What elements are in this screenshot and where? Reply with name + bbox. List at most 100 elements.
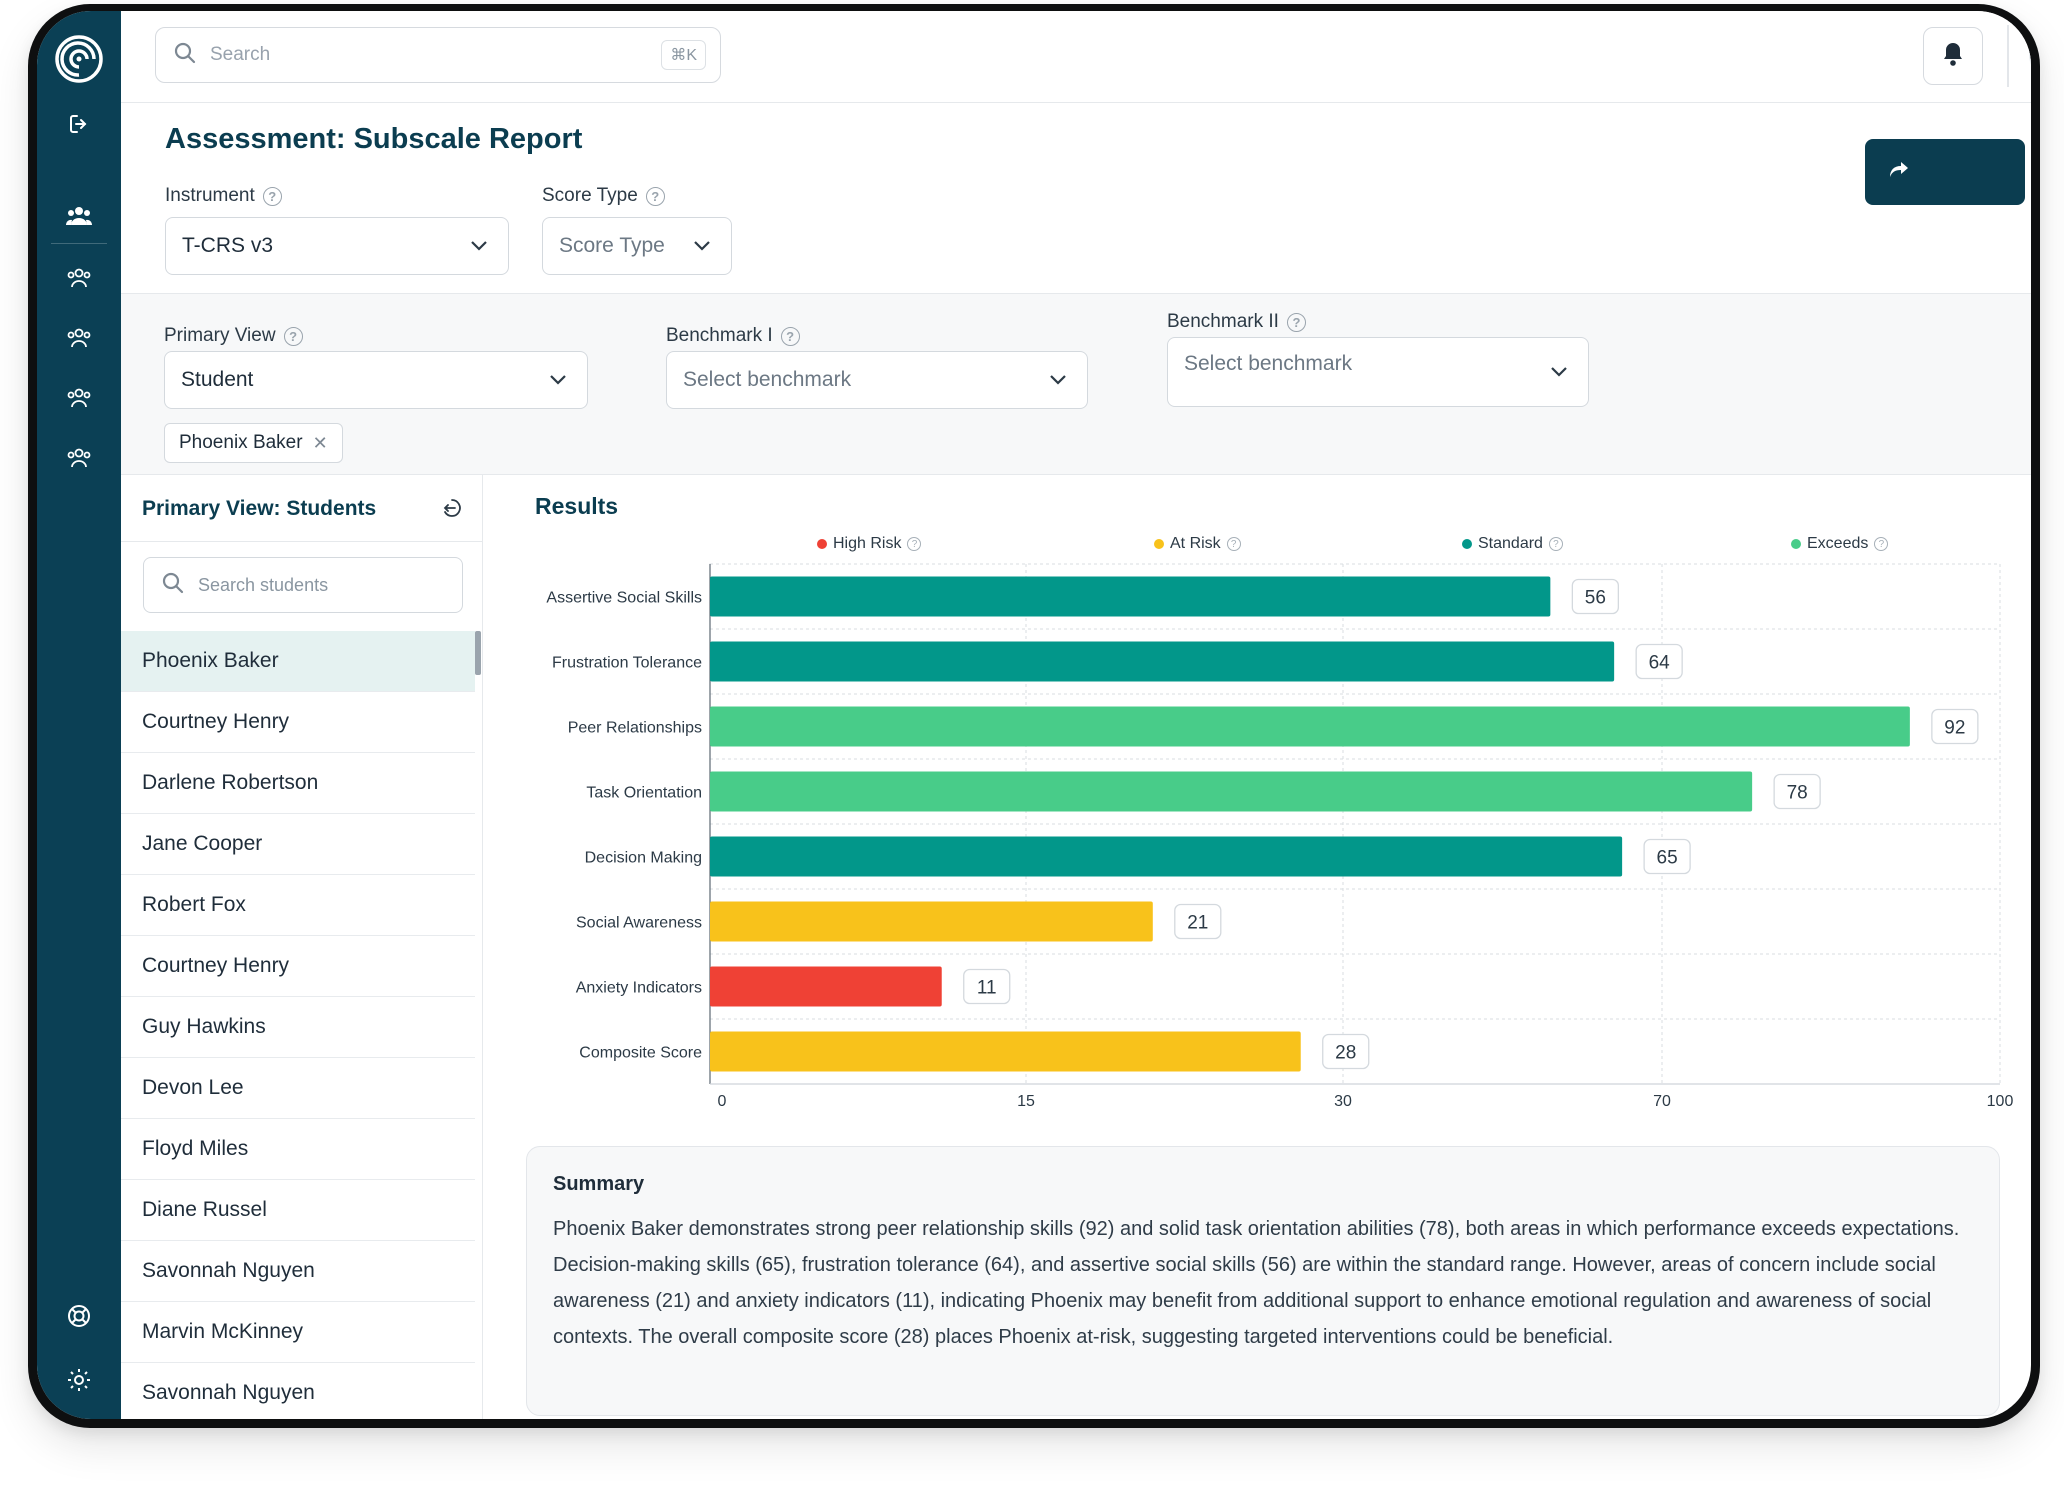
- chip-label: Phoenix Baker: [179, 432, 303, 453]
- logout-icon[interactable]: [64, 109, 94, 139]
- team-icon[interactable]: [64, 443, 94, 473]
- data-label: 28: [1335, 1043, 1356, 1064]
- bar: [710, 576, 1551, 617]
- team-icon[interactable]: [64, 383, 94, 413]
- selected-student-chip[interactable]: Phoenix Baker ✕: [164, 423, 343, 463]
- settings-icon[interactable]: [64, 1365, 94, 1395]
- data-label: 21: [1187, 913, 1208, 934]
- benchmark1-select[interactable]: Select benchmark: [666, 351, 1088, 409]
- tick-label: 100: [1987, 1093, 2014, 1110]
- primary-view-select[interactable]: Student: [164, 351, 588, 409]
- notifications-button[interactable]: [1923, 27, 1983, 85]
- primary-view-label: Primary View?: [164, 325, 303, 347]
- app-screen: Search ⌘K Assessment: Subscale Report In…: [37, 11, 2031, 1419]
- score-type-select[interactable]: Score Type: [542, 217, 732, 275]
- instrument-select[interactable]: T-CRS v3: [165, 217, 509, 275]
- category-label: Composite Score: [579, 1045, 702, 1062]
- team-icon[interactable]: [64, 263, 94, 293]
- list-item[interactable]: Savonnah Nguyen: [121, 1363, 475, 1419]
- list-item[interactable]: Courtney Henry: [121, 936, 475, 997]
- results-title: Results: [535, 493, 619, 519]
- help-icon[interactable]: ?: [645, 186, 665, 206]
- chevron-down-icon: [1049, 368, 1067, 392]
- close-icon[interactable]: ✕: [312, 432, 328, 453]
- data-label-box: [1643, 838, 1691, 875]
- tick-label: 15: [1017, 1093, 1035, 1110]
- student-search-input[interactable]: Search students: [143, 557, 463, 613]
- list-item[interactable]: Robert Fox: [121, 875, 475, 936]
- help-icon[interactable]: ?: [262, 186, 282, 206]
- legend-label: At Risk: [1170, 535, 1221, 552]
- legend-item: High Risk?: [817, 535, 922, 553]
- help-icon[interactable]: ?: [1226, 537, 1241, 551]
- help-icon[interactable]: ?: [1874, 537, 1889, 551]
- instrument-label: Instrument?: [165, 185, 282, 207]
- help-icon[interactable]: ?: [283, 326, 303, 346]
- summary-text: Phoenix Baker demonstrates strong peer r…: [553, 1218, 1960, 1348]
- data-label-box: [1931, 708, 1979, 745]
- list-item[interactable]: Darlene Robertson: [121, 753, 475, 814]
- legend-item: Exceeds?: [1791, 535, 1889, 553]
- list-item[interactable]: Savonnah Nguyen: [121, 1241, 475, 1302]
- bar: [710, 1031, 1301, 1072]
- list-item[interactable]: Courtney Henry: [121, 692, 475, 753]
- legend-dot: [1462, 539, 1472, 549]
- shortcut-badge: ⌘K: [661, 40, 706, 70]
- device-frame: Search ⌘K Assessment: Subscale Report In…: [28, 4, 2040, 1428]
- chevron-down-icon: [693, 234, 711, 258]
- page-title: Assessment: Subscale Report: [165, 123, 583, 155]
- legend-label: Standard: [1478, 535, 1543, 552]
- help-icon[interactable]: ?: [907, 537, 922, 551]
- list-item[interactable]: Floyd Miles: [121, 1119, 475, 1180]
- results-chart: Assertive Social Skills 56 Frustration Tol…: [546, 563, 2014, 1110]
- benchmark2-select[interactable]: Select benchmark: [1167, 337, 1589, 407]
- legend-dot: [817, 539, 827, 549]
- data-label: 64: [1649, 653, 1671, 674]
- list-item[interactable]: Marvin McKinney: [121, 1302, 475, 1363]
- benchmark1-label: Benchmark I?: [666, 325, 800, 347]
- list-item[interactable]: Diane Russel: [121, 1180, 475, 1241]
- global-search[interactable]: Search ⌘K: [155, 27, 721, 83]
- tick-label: 70: [1653, 1093, 1671, 1110]
- topbar-divider: [2007, 25, 2009, 87]
- bar: [710, 836, 1623, 877]
- top-bar: Search ⌘K: [121, 11, 2031, 103]
- legend-dot: [1154, 539, 1164, 549]
- list-item[interactable]: Jane Cooper: [121, 814, 475, 875]
- data-label-box: [1635, 643, 1683, 680]
- data-label-box: [1773, 773, 1821, 810]
- search-placeholder: Search: [210, 44, 271, 65]
- list-item[interactable]: Devon Lee: [121, 1058, 475, 1119]
- support-icon[interactable]: [64, 1301, 94, 1331]
- bar: [710, 771, 1753, 812]
- data-label-box: [1174, 903, 1222, 940]
- data-label: 78: [1787, 783, 1808, 804]
- help-icon[interactable]: ?: [780, 326, 800, 346]
- bar: [710, 706, 1910, 747]
- chevron-down-icon: [1550, 360, 1568, 384]
- chevron-down-icon: [470, 234, 488, 258]
- category-label: Task Orientation: [586, 785, 702, 802]
- scrollbar[interactable]: [475, 631, 481, 675]
- team-icon[interactable]: [64, 201, 94, 231]
- collapse-panel-icon[interactable]: [441, 497, 463, 524]
- students-panel-title: Primary View: Students: [142, 497, 377, 520]
- share-button[interactable]: [1865, 139, 2025, 205]
- benchmark2-label: Benchmark II?: [1167, 311, 1306, 333]
- data-label-box: [1322, 1033, 1370, 1070]
- list-item[interactable]: Phoenix Baker: [121, 631, 475, 692]
- category-label: Assertive Social Skills: [546, 590, 702, 607]
- legend-label: Exceeds: [1807, 535, 1869, 552]
- list-item[interactable]: Guy Hawkins: [121, 997, 475, 1058]
- help-icon[interactable]: ?: [1286, 312, 1306, 332]
- data-label: 11: [977, 978, 997, 999]
- panel-divider: [121, 541, 482, 542]
- bell-icon: [1941, 41, 1965, 72]
- data-label: 65: [1657, 848, 1678, 869]
- help-icon[interactable]: ?: [1548, 537, 1563, 551]
- bar: [710, 966, 942, 1007]
- logo-icon[interactable]: [55, 35, 103, 83]
- category-label: Decision Making: [585, 850, 702, 867]
- student-search-placeholder: Search students: [198, 574, 329, 595]
- team-icon[interactable]: [64, 323, 94, 353]
